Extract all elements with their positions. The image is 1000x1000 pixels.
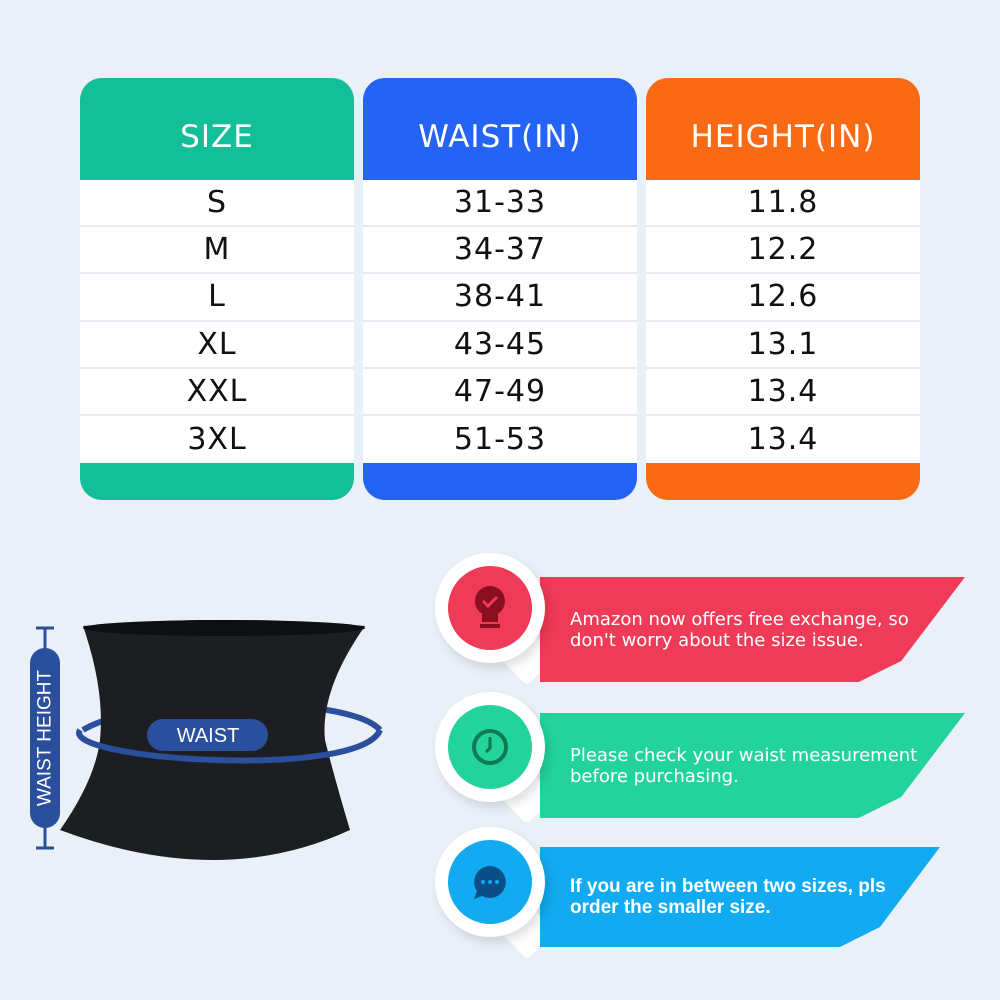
table-cell: 12.6	[646, 274, 920, 322]
waist-label: WAIST	[177, 725, 240, 747]
waist-label-pill	[147, 719, 268, 751]
tip-banner: Amazon now offers free exchange, so don'…	[540, 577, 965, 682]
table-cell: 13.4	[646, 415, 920, 464]
table-cell: S	[80, 180, 354, 228]
table-cell: 3XL	[80, 415, 354, 464]
table-cell: 12.2	[646, 227, 920, 275]
tip-icon-badge	[435, 553, 556, 686]
table-cell: 11.8	[646, 180, 920, 228]
tip-icon-badge	[435, 692, 556, 825]
table-cell: M	[80, 227, 354, 275]
belt-top-opening	[83, 620, 365, 636]
tip-banner: Please check your waist measurement befo…	[540, 713, 965, 818]
clock-icon	[472, 729, 508, 765]
tip-text: Amazon now offers free exchange, so don'…	[570, 608, 909, 651]
waist-column: WAIST(IN) 31-33 34-37 38-41 43-45 47-49 …	[363, 78, 637, 500]
table-cell: XL	[80, 321, 354, 369]
table-cell: 31-33	[363, 180, 637, 228]
tip-text: If you are in between two sizes, pls ord…	[570, 876, 886, 918]
table-cell: 51-53	[363, 415, 637, 464]
chat-bubble-icon	[474, 866, 506, 899]
column-header: SIZE	[180, 119, 254, 155]
column-header: WAIST(IN)	[418, 119, 582, 155]
tip-banner: If you are in between two sizes, pls ord…	[540, 847, 940, 947]
size-column: SIZE S M L XL XXL 3XL	[80, 78, 354, 500]
waist-height-label: WAIST HEIGHT	[35, 670, 56, 807]
table-cell: 43-45	[363, 321, 637, 369]
lightbulb-check-icon	[475, 586, 505, 628]
table-cell: L	[80, 274, 354, 322]
waist-trainer-illustration: WAIST HEIGHT WAIST	[30, 620, 383, 860]
belt-front-ring	[76, 728, 383, 764]
table-cell: 13.4	[646, 368, 920, 416]
table-cell: 38-41	[363, 274, 637, 322]
tip-text: Please check your waist measurement befo…	[570, 744, 918, 787]
table-cell: XXL	[80, 368, 354, 416]
table-cell: 34-37	[363, 227, 637, 275]
height-label-pill	[30, 648, 60, 828]
table-cell: 47-49	[363, 368, 637, 416]
table-cell: 13.1	[646, 321, 920, 369]
height-column: HEIGHT(IN) 11.8 12.2 12.6 13.1 13.4 13.4	[646, 78, 920, 500]
column-header: HEIGHT(IN)	[690, 119, 876, 155]
tip-icon-badge	[435, 827, 556, 960]
